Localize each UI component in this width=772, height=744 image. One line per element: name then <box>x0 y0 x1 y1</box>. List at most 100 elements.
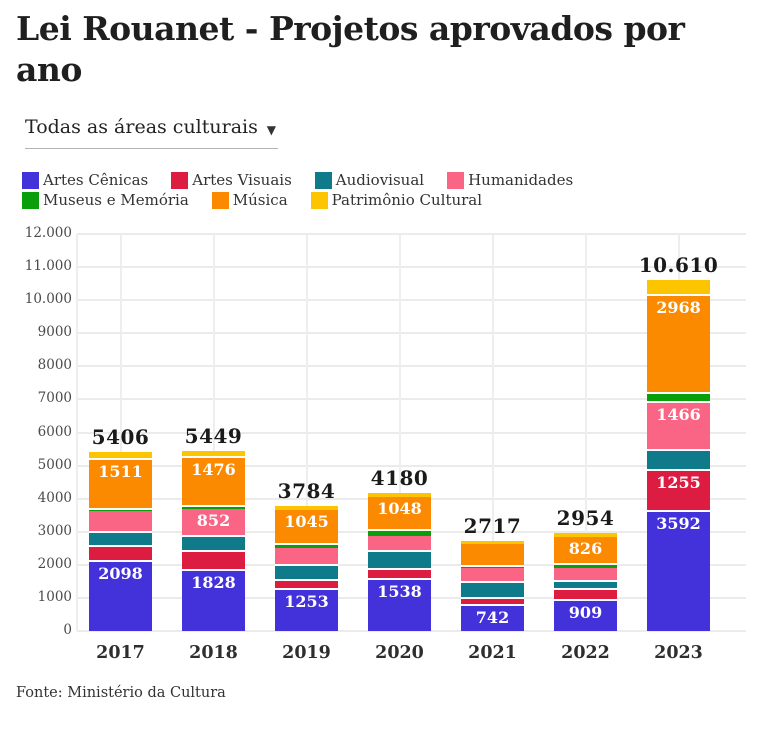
bar-segment-2021-patrim-nio-cultural[interactable] <box>461 541 524 545</box>
bar-segment-2020-audiovisual[interactable] <box>368 551 431 570</box>
bar-segment-2021-museus-e-mem-ria[interactable] <box>461 566 524 568</box>
bar-segment-2022-audiovisual[interactable] <box>554 581 617 590</box>
bar-segment-2023-patrim-nio-cultural[interactable] <box>647 279 710 297</box>
bar-total-label-2020: 4180 <box>370 465 429 490</box>
segment-value-label: 742 <box>475 608 510 628</box>
segment-value-label: 1045 <box>284 512 329 532</box>
y-axis-tick-label: 5000 <box>37 456 72 473</box>
legend-item: Patrimônio Cultural <box>310 191 482 209</box>
y-axis-tick-label: 6000 <box>37 423 72 440</box>
bar-segment-2023-artes-visuais[interactable]: 1255 <box>647 470 710 513</box>
bar-total-label-2022: 2954 <box>556 506 615 531</box>
bar-segment-2018-patrim-nio-cultural[interactable] <box>182 450 245 459</box>
bar-segment-2021-artes-c-nicas[interactable]: 742 <box>461 606 524 631</box>
segment-value-label: 852 <box>196 511 231 531</box>
bar-segment-2023-humanidades[interactable]: 1466 <box>647 402 710 452</box>
gridline-horizontal <box>77 398 746 401</box>
bar-segment-2017-m-sica[interactable]: 1511 <box>89 460 152 511</box>
y-axis-tick-label: 12.000 <box>24 225 72 241</box>
bar-segment-2019-artes-c-nicas[interactable]: 1253 <box>275 589 338 631</box>
bar-segment-2019-patrim-nio-cultural[interactable] <box>275 505 338 511</box>
bar-segment-2021-m-sica[interactable] <box>461 544 524 567</box>
gridline-horizontal <box>77 431 746 434</box>
bar-total-label-2019: 3784 <box>277 478 336 503</box>
bar-segment-2023-museus-e-mem-ria[interactable] <box>647 394 710 403</box>
bar-segment-2017-artes-visuais[interactable] <box>89 546 152 562</box>
bar-segment-2019-audiovisual[interactable] <box>275 565 338 582</box>
bar-segment-2022-humanidades[interactable] <box>554 567 617 582</box>
axis-left-line <box>76 234 78 631</box>
bar-segment-2018-museus-e-mem-ria[interactable] <box>182 507 245 510</box>
bar-segment-2019-museus-e-mem-ria[interactable] <box>275 544 338 548</box>
legend-item: Humanidades <box>447 171 573 189</box>
legend-label: Música <box>232 191 288 209</box>
bar-segment-2018-artes-visuais[interactable] <box>182 552 245 571</box>
legend-label: Humanidades <box>468 171 574 189</box>
segment-value-label: 2968 <box>656 298 701 318</box>
y-axis-tick-label: 8000 <box>37 357 72 374</box>
bar-segment-2018-humanidades[interactable]: 852 <box>182 509 245 538</box>
bar-segment-2017-artes-c-nicas[interactable]: 2098 <box>89 561 152 631</box>
bar-segment-2020-humanidades[interactable] <box>368 535 431 552</box>
bar-total-label-2023: 10.610 <box>638 252 719 277</box>
bar-segment-2022-museus-e-mem-ria[interactable] <box>554 564 617 568</box>
gridline-vertical <box>491 234 494 631</box>
bar-segment-2023-m-sica[interactable]: 2968 <box>647 296 710 395</box>
bar-segment-2023-audiovisual[interactable] <box>647 451 710 471</box>
bar-segment-2017-patrim-nio-cultural[interactable] <box>89 452 152 461</box>
bar-segment-2022-patrim-nio-cultural[interactable] <box>554 533 617 538</box>
x-axis-label-2022: 2022 <box>561 643 610 663</box>
bar-segment-2020-museus-e-mem-ria[interactable] <box>368 531 431 536</box>
gridline-horizontal <box>77 332 746 335</box>
bar-segment-2017-museus-e-mem-ria[interactable] <box>89 510 152 512</box>
bar-segment-2020-m-sica[interactable]: 1048 <box>368 496 431 532</box>
x-axis-label-2019: 2019 <box>282 643 331 663</box>
bar-segment-2022-m-sica[interactable]: 826 <box>554 537 617 565</box>
bar-total-label-2017: 5406 <box>91 425 150 450</box>
bar-segment-2019-m-sica[interactable]: 1045 <box>275 510 338 545</box>
y-axis-tick-label: 0 <box>63 622 72 638</box>
segment-value-label: 909 <box>568 602 603 622</box>
bar-segment-2017-humanidades[interactable] <box>89 511 152 533</box>
y-axis-tick-label: 11.000 <box>24 258 72 275</box>
x-axis-label-2021: 2021 <box>468 643 517 663</box>
legend-item: Artes Cênicas <box>22 171 148 189</box>
bar-segment-2021-audiovisual[interactable] <box>461 583 524 599</box>
bar-segment-2018-m-sica[interactable]: 1476 <box>182 458 245 508</box>
bar-segment-2018-artes-c-nicas[interactable]: 1828 <box>182 570 245 631</box>
gridline-horizontal <box>77 630 746 632</box>
bar-segment-2022-artes-c-nicas[interactable]: 909 <box>554 600 617 631</box>
bar-segment-2020-patrim-nio-cultural[interactable] <box>368 492 431 497</box>
y-axis-tick-label: 10.000 <box>24 291 72 308</box>
gridline-horizontal <box>77 233 746 235</box>
bar-segment-2018-audiovisual[interactable] <box>182 537 245 553</box>
bar-segment-2021-artes-visuais[interactable] <box>461 598 524 607</box>
y-axis-tick-label: 2000 <box>37 555 72 572</box>
bar-segment-2021-humanidades[interactable] <box>461 567 524 584</box>
bar-segment-2019-artes-visuais[interactable] <box>275 581 338 590</box>
bar-segment-2019-humanidades[interactable] <box>275 548 338 566</box>
x-axis-label-2023: 2023 <box>654 643 703 663</box>
bar-segment-2022-artes-visuais[interactable] <box>554 589 617 601</box>
legend-label: Artes Cênicas <box>43 171 149 189</box>
area-filter-dropdown[interactable]: Todas as áreas culturais ▼ <box>25 116 278 149</box>
legend-swatch-icon <box>22 171 39 189</box>
segment-value-label: 2098 <box>98 563 143 583</box>
gridline-vertical <box>119 234 122 631</box>
legend-row-1: Artes Cênicas Artes Visuais Audiovisual Hum… <box>22 171 742 189</box>
legend-label: Artes Visuais <box>192 171 292 189</box>
x-axis-label-2018: 2018 <box>189 643 238 663</box>
y-axis-tick-label: 4000 <box>37 489 72 506</box>
bar-segment-2020-artes-c-nicas[interactable]: 1538 <box>368 580 431 631</box>
source-note: Fonte: Ministério da Cultura <box>16 685 226 701</box>
x-axis-label-2020: 2020 <box>375 643 424 663</box>
gridline-horizontal <box>77 299 746 302</box>
chart-legend: Artes Cênicas Artes Visuais Audiovisual Hum… <box>22 171 742 211</box>
segment-value-label: 1466 <box>656 404 701 424</box>
segment-value-label: 3592 <box>656 514 701 534</box>
bar-segment-2023-artes-c-nicas[interactable]: 3592 <box>647 512 710 631</box>
gridline-vertical <box>212 234 215 631</box>
bar-segment-2017-audiovisual[interactable] <box>89 532 152 547</box>
bar-segment-2020-artes-visuais[interactable] <box>368 569 431 581</box>
